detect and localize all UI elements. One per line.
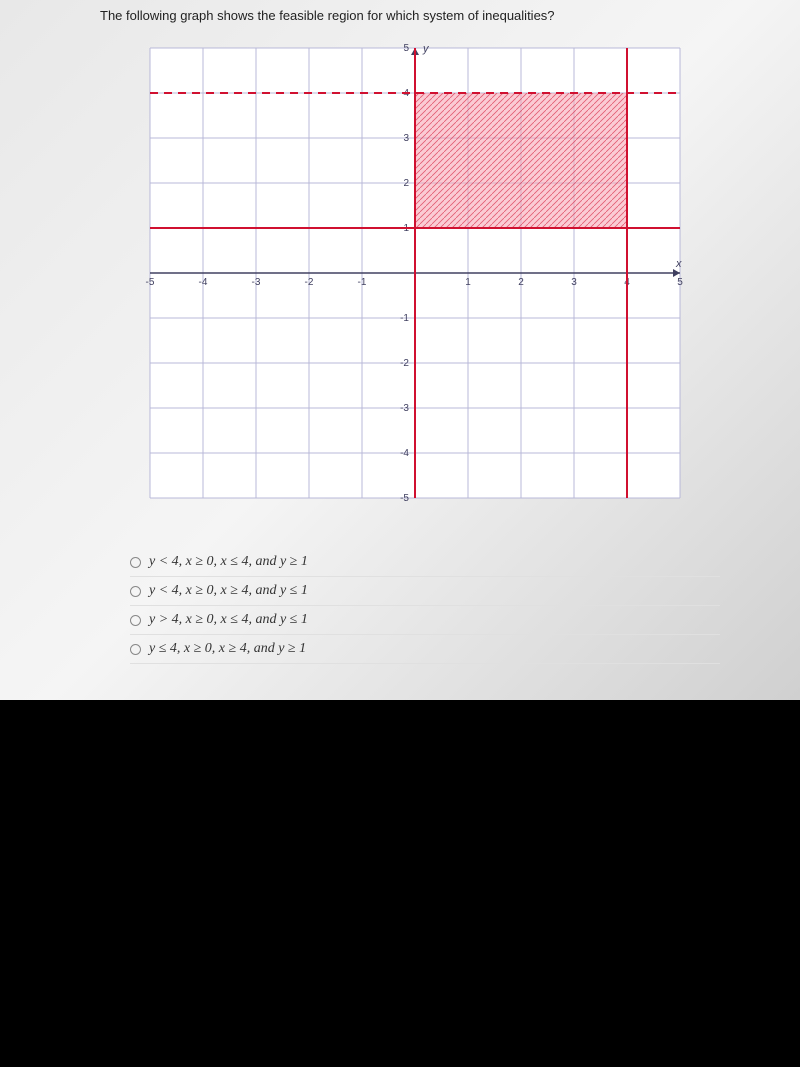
- svg-text:-5: -5: [400, 493, 409, 504]
- svg-text:-1: -1: [358, 277, 367, 288]
- question-text: The following graph shows the feasible r…: [100, 0, 720, 38]
- radio-icon: [130, 557, 141, 568]
- svg-text:3: 3: [571, 277, 577, 288]
- radio-icon: [130, 644, 141, 655]
- option-c[interactable]: y > 4, x ≥ 0, x ≤ 4, and y ≤ 1: [130, 606, 720, 635]
- chart-svg: -5-4-3-2-112345-5-4-3-2-112345yx: [120, 38, 700, 518]
- svg-text:-5: -5: [146, 277, 155, 288]
- inequality-chart: -5-4-3-2-112345-5-4-3-2-112345yx: [120, 38, 700, 518]
- radio-icon: [130, 586, 141, 597]
- option-b[interactable]: y < 4, x ≥ 0, x ≥ 4, and y ≤ 1: [130, 577, 720, 606]
- svg-text:-4: -4: [199, 277, 208, 288]
- svg-text:x: x: [675, 258, 682, 270]
- svg-text:-3: -3: [252, 277, 261, 288]
- answer-options: y < 4, x ≥ 0, x ≤ 4, and y ≥ 1 y < 4, x …: [100, 548, 720, 664]
- radio-icon: [130, 615, 141, 626]
- option-text: y < 4, x ≥ 0, x ≥ 4, and y ≤ 1: [149, 583, 308, 599]
- svg-text:-2: -2: [400, 358, 409, 369]
- option-a[interactable]: y < 4, x ≥ 0, x ≤ 4, and y ≥ 1: [130, 548, 720, 577]
- svg-text:5: 5: [403, 43, 409, 54]
- svg-text:2: 2: [403, 178, 409, 189]
- option-text: y < 4, x ≥ 0, x ≤ 4, and y ≥ 1: [149, 554, 308, 570]
- svg-text:5: 5: [677, 277, 683, 288]
- svg-text:2: 2: [518, 277, 524, 288]
- svg-text:3: 3: [403, 133, 409, 144]
- option-text: y ≤ 4, x ≥ 0, x ≥ 4, and y ≥ 1: [149, 641, 306, 657]
- svg-text:-4: -4: [400, 448, 409, 459]
- svg-text:-3: -3: [400, 403, 409, 414]
- svg-text:1: 1: [465, 277, 471, 288]
- svg-text:-1: -1: [400, 313, 409, 324]
- svg-text:-2: -2: [305, 277, 314, 288]
- page-content: The following graph shows the feasible r…: [0, 0, 800, 700]
- option-d[interactable]: y ≤ 4, x ≥ 0, x ≥ 4, and y ≥ 1: [130, 635, 720, 664]
- option-text: y > 4, x ≥ 0, x ≤ 4, and y ≤ 1: [149, 612, 308, 628]
